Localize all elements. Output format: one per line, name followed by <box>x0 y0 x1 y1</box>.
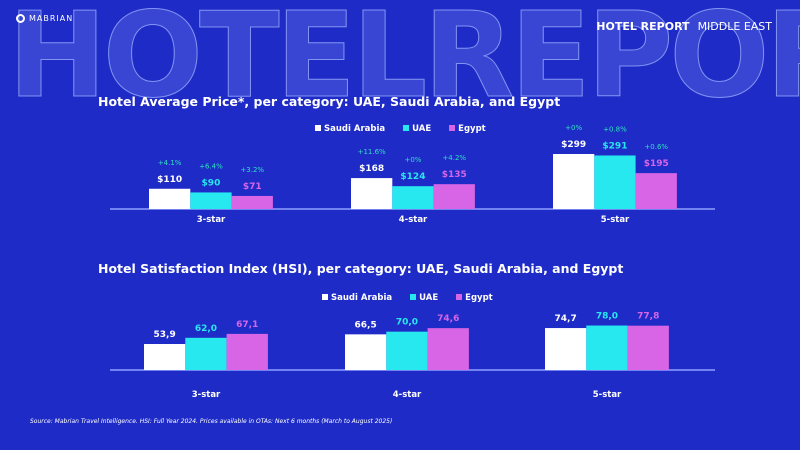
data-label: $299 <box>561 140 586 150</box>
bar <box>553 154 595 209</box>
bar <box>149 188 191 209</box>
bar <box>144 344 186 370</box>
data-label: 53,9 <box>154 330 176 340</box>
category-label: 4-star <box>399 215 428 225</box>
data-label: 74,6 <box>437 314 459 324</box>
change-label: +3.2% <box>240 166 264 174</box>
data-label: $71 <box>243 182 262 192</box>
logo-text: MABRIAN <box>29 14 74 23</box>
data-label: 74,7 <box>555 314 577 324</box>
data-label: $291 <box>602 141 627 151</box>
legend-item: Egypt <box>456 293 493 303</box>
data-label: $124 <box>400 172 425 182</box>
change-label: +6.4% <box>199 162 223 170</box>
category-label: 4-star <box>393 390 422 400</box>
change-label: +0.8% <box>603 125 627 133</box>
change-label: +0% <box>565 124 582 132</box>
bar <box>635 173 677 209</box>
bar <box>627 325 669 370</box>
data-label: 70,0 <box>396 318 418 328</box>
legend-item: Saudi Arabia <box>322 293 392 303</box>
header-region: MIDDLE EAST <box>697 20 772 33</box>
data-label: 77,8 <box>637 312 659 322</box>
source-note: Source: Mabrian Travel Intelligence. HSI… <box>30 418 393 425</box>
logo-icon <box>16 14 25 23</box>
bar <box>586 325 628 370</box>
bar <box>231 195 273 209</box>
bar <box>185 337 227 370</box>
data-label: 62,0 <box>195 324 217 334</box>
bar <box>545 328 587 370</box>
change-label: +11.6% <box>358 148 386 156</box>
data-label: 66,5 <box>355 320 377 330</box>
header-title: HOTEL REPORT <box>596 20 690 33</box>
logo: MABRIAN <box>16 14 73 23</box>
bar <box>226 333 268 370</box>
bar <box>594 155 636 209</box>
legend-item: UAE <box>410 293 438 303</box>
legend-item: Egypt <box>449 124 486 134</box>
data-label: $135 <box>442 170 467 180</box>
category-label: 3-star <box>192 390 221 400</box>
category-label: 3-star <box>197 215 226 225</box>
data-label: $168 <box>359 164 384 174</box>
legend-item: Saudi Arabia <box>315 124 385 134</box>
legend-item: UAE <box>403 124 431 134</box>
bar <box>427 328 469 370</box>
legend-price: Saudi Arabia UAE Egypt <box>315 124 486 134</box>
header: HOTEL REPORT MIDDLE EAST <box>596 20 772 33</box>
bar <box>386 331 428 370</box>
bar <box>351 178 393 209</box>
change-label: +0.6% <box>644 143 668 151</box>
category-label: 5-star <box>593 390 622 400</box>
change-label: +4.2% <box>442 154 466 162</box>
bar <box>190 192 232 209</box>
data-label: $110 <box>157 175 182 185</box>
data-label: $90 <box>202 178 221 188</box>
change-label: +4.1% <box>158 159 182 167</box>
data-label: 67,1 <box>236 320 258 330</box>
change-label: +0% <box>404 156 421 164</box>
bar <box>345 334 387 370</box>
bar <box>433 184 475 209</box>
chart-title-price: Hotel Average Price*, per category: UAE,… <box>98 94 561 109</box>
data-label: 78,0 <box>596 312 618 322</box>
chart-title-hsi: Hotel Satisfaction Index (HSI), per cate… <box>98 261 624 276</box>
bar <box>392 186 434 209</box>
legend-hsi: Saudi Arabia UAE Egypt <box>322 293 493 303</box>
category-label: 5-star <box>601 215 630 225</box>
data-label: $195 <box>644 159 669 169</box>
